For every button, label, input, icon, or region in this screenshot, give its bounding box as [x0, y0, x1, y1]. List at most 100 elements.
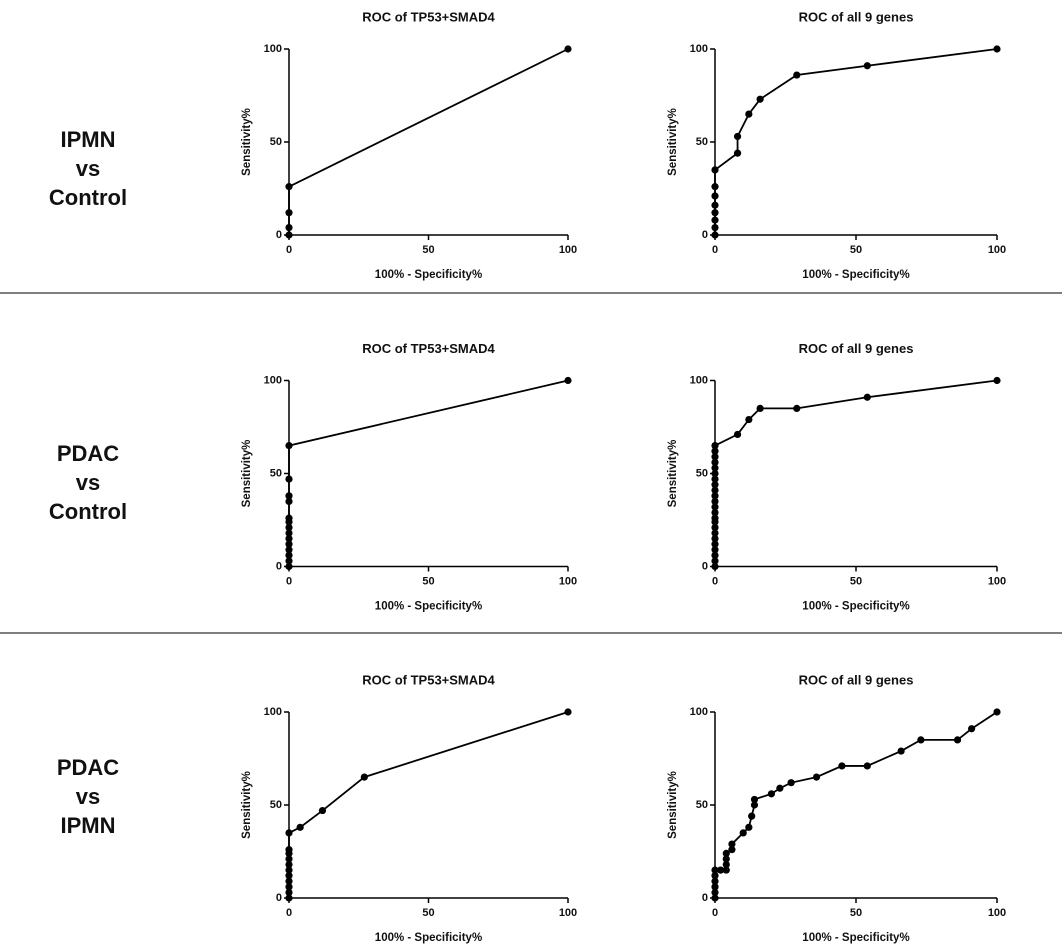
y-tick-label: 50 [696, 467, 708, 479]
roc-point [711, 447, 719, 455]
x-tick-label: 100 [559, 575, 577, 587]
row-label: Control [49, 185, 127, 210]
y-tick-label: 50 [696, 136, 708, 148]
roc-point [285, 546, 293, 554]
roc-point [711, 523, 719, 532]
roc-point [722, 849, 730, 857]
roc-point [711, 223, 719, 232]
roc-point [968, 725, 976, 733]
y-tick-label: 100 [690, 43, 708, 55]
roc-point [711, 453, 719, 461]
y-axis-label: Sensitivity% [667, 771, 679, 839]
y-axis-label: Sensitivity% [667, 440, 679, 508]
y-tick-label: 50 [270, 136, 282, 148]
roc-point [285, 860, 293, 869]
x-axis-label: 100% - Specificity% [375, 601, 482, 613]
y-tick-label: 0 [276, 892, 282, 904]
roc-point [793, 71, 801, 79]
roc-point [711, 551, 719, 559]
x-tick-label: 100 [559, 244, 577, 256]
roc-point [711, 540, 719, 548]
roc-point [767, 790, 776, 798]
roc-point [863, 62, 871, 70]
row-label: vs [76, 470, 100, 495]
roc-point [711, 514, 719, 522]
x-tick-label: 100 [988, 907, 1006, 919]
row-label: PDAC [57, 755, 119, 780]
y-tick-label: 100 [264, 706, 282, 718]
roc-point [863, 762, 871, 770]
roc-point [728, 840, 736, 848]
row-label: IPMN [61, 813, 116, 838]
roc-point [285, 209, 293, 217]
roc-point [897, 747, 905, 755]
roc-point [285, 442, 293, 450]
x-tick-label: 50 [422, 575, 434, 587]
roc-point [812, 773, 821, 781]
x-tick-label: 50 [422, 244, 434, 256]
y-axis-label: Sensitivity% [241, 108, 253, 176]
roc-point [564, 376, 572, 385]
roc-point [711, 888, 719, 897]
roc-point [733, 132, 742, 141]
roc-point [838, 762, 846, 770]
roc-point [711, 529, 719, 537]
row-label: IPMN [61, 127, 116, 152]
y-tick-label: 0 [276, 560, 282, 572]
y-tick-label: 0 [276, 229, 282, 241]
roc-point [756, 95, 764, 103]
roc-point [711, 535, 719, 543]
roc-point [711, 231, 719, 239]
roc-point [711, 216, 719, 224]
y-tick-label: 0 [702, 560, 708, 572]
roc-point [722, 855, 730, 863]
roc-point [285, 894, 293, 902]
roc-point [285, 866, 293, 874]
y-tick-label: 0 [702, 229, 708, 241]
roc-point [917, 736, 925, 744]
roc-point [285, 562, 293, 571]
x-tick-label: 0 [286, 907, 292, 919]
roc-point [745, 415, 753, 424]
roc-point [711, 442, 719, 450]
roc-point [711, 546, 719, 554]
y-tick-label: 100 [690, 706, 708, 718]
roc-point [285, 888, 293, 897]
roc-point [745, 823, 753, 831]
roc-point [863, 393, 871, 401]
x-tick-label: 100 [988, 244, 1006, 256]
roc-point [285, 523, 293, 532]
roc-point [318, 806, 327, 815]
roc-point [360, 773, 368, 781]
row-label: vs [76, 156, 100, 181]
roc-point [711, 469, 719, 478]
roc-point [722, 866, 730, 874]
x-tick-label: 50 [422, 907, 434, 919]
roc-point [711, 209, 719, 217]
roc-point [285, 231, 293, 239]
chart-title: ROC of all 9 genes [799, 672, 914, 687]
roc-point [285, 877, 293, 885]
x-tick-label: 100 [988, 575, 1006, 587]
roc-point [748, 812, 756, 820]
row-label: PDAC [57, 441, 119, 466]
roc-point [728, 846, 736, 854]
y-tick-label: 50 [270, 467, 282, 479]
roc-point [711, 877, 719, 885]
roc-point [285, 855, 293, 863]
roc-point [285, 551, 293, 559]
y-tick-label: 50 [270, 799, 282, 811]
x-tick-label: 0 [286, 575, 292, 587]
roc-point [953, 736, 962, 744]
roc-point [564, 708, 572, 716]
roc-point [717, 866, 725, 874]
x-tick-label: 0 [712, 575, 718, 587]
roc-point [733, 149, 742, 157]
roc-point [285, 492, 293, 500]
x-axis-label: 100% - Specificity% [375, 932, 482, 944]
roc-point [733, 430, 742, 439]
roc-point [711, 166, 719, 174]
roc-point [711, 464, 719, 472]
roc-point [285, 829, 293, 837]
roc-point [711, 486, 719, 494]
